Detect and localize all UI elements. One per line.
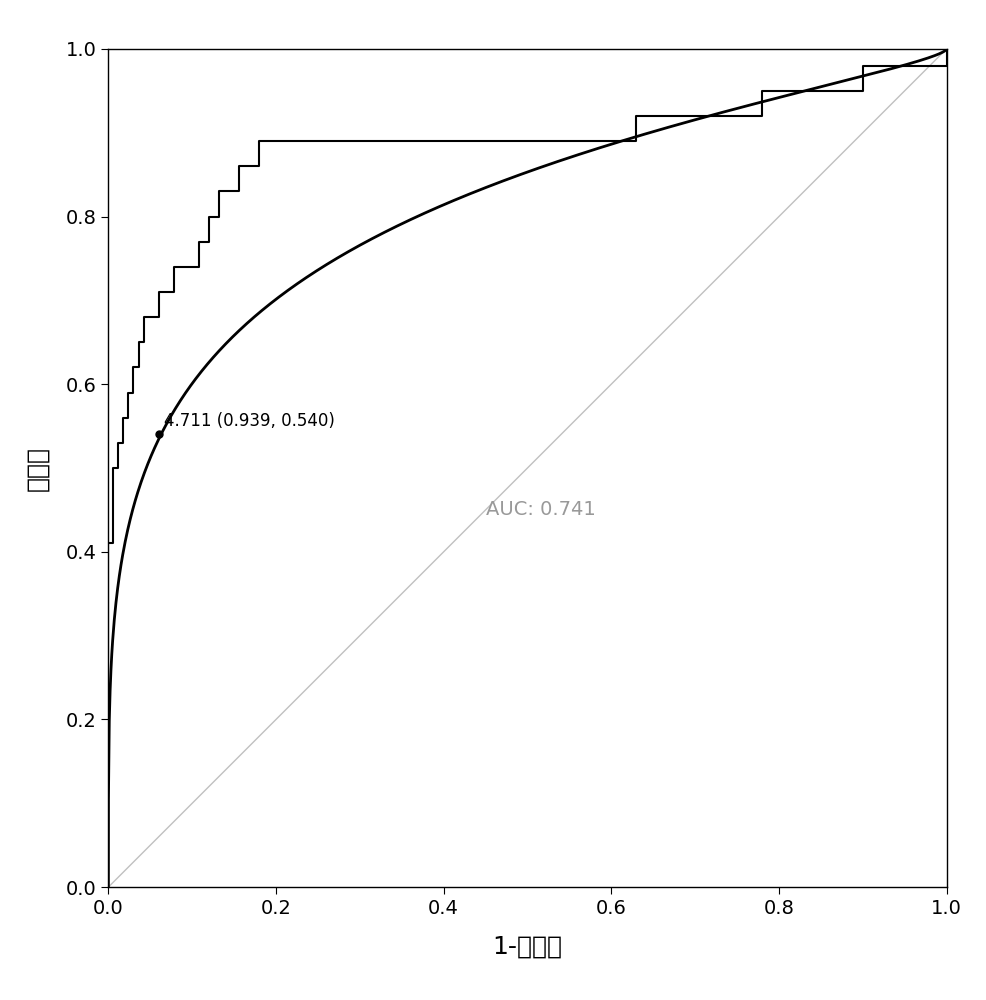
Y-axis label: 敏感性: 敏感性 [25,446,49,491]
Text: AUC: 0.741: AUC: 0.741 [485,500,595,519]
Text: 4.711 (0.939, 0.540): 4.711 (0.939, 0.540) [164,412,334,430]
X-axis label: 1-特异性: 1-特异性 [492,935,562,959]
